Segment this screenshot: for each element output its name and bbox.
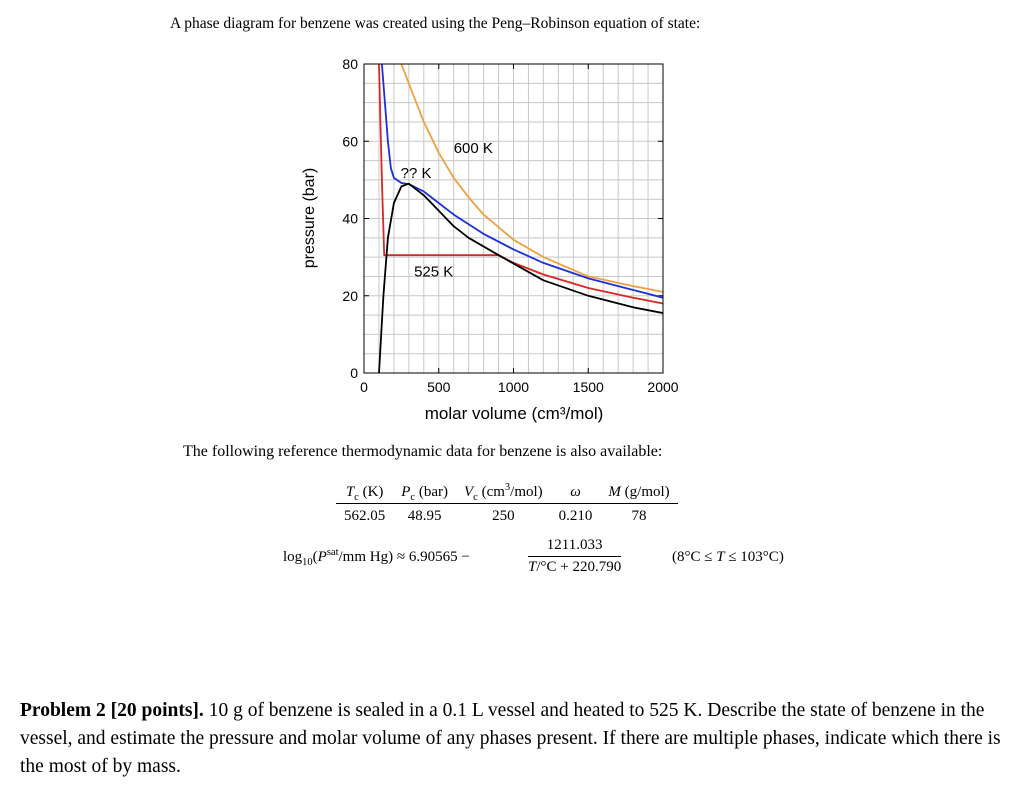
- y-ticks: 0 20 40 60 80: [342, 56, 663, 381]
- antoine-equation-fraction: 1211.033 T/°C + 220.790: [528, 537, 622, 576]
- y-tick-label: 0: [350, 365, 358, 381]
- x-tick-label: 1500: [573, 379, 604, 395]
- problem-text: 10 g of benzene is sealed in a 0.1 L ves…: [20, 700, 1001, 777]
- table-row: 562.05 48.95 250 0.210 78: [336, 504, 678, 526]
- annotation-label: 600 K: [454, 140, 493, 157]
- phase-diagram-chart: 0 20 40 60 80 0 500 1000 1500 2000 600 K ?? K 525 …: [301, 56, 679, 423]
- table-header-row: Tc (K) Pc (bar) Vc (cm3/mol) ω M (g/mol): [336, 482, 678, 504]
- y-tick-label: 40: [342, 211, 358, 227]
- value-pc: 48.95: [407, 508, 442, 524]
- header-pc: Pc (bar): [393, 483, 456, 504]
- x-tick-label: 500: [427, 379, 451, 395]
- reference-intro: The following reference thermodynamic da…: [183, 443, 663, 460]
- header-omega: ω: [550, 483, 601, 504]
- intro-text: A phase diagram for benzene was created …: [170, 15, 701, 32]
- y-axis-label: pressure (bar): [301, 168, 318, 268]
- antoine-equation-lhs: log10(Psat/mm Hg) ≈ 6.90565 −: [283, 547, 470, 568]
- series-line-critical: [381, 64, 663, 299]
- problem-statement: Problem 2 [20 points]. 10 g of benzene i…: [20, 697, 1005, 781]
- chart-annotations: 600 K ?? K 525 K: [401, 140, 493, 281]
- antoine-equation-range: (8°C ≤ T ≤ 103°C): [672, 549, 784, 565]
- annotation-label: 525 K: [414, 263, 453, 280]
- x-ticks: 0 500 1000 1500 2000: [360, 64, 679, 395]
- value-omega: 0.210: [558, 508, 593, 524]
- chart-series: [378, 64, 663, 373]
- header-tc: Tc (K): [336, 483, 394, 504]
- x-tick-label: 1000: [498, 379, 529, 395]
- y-tick-label: 80: [342, 56, 358, 72]
- fraction-denominator: T/°C + 220.790: [528, 559, 622, 575]
- problem-label: Problem 2 [20 points].: [20, 700, 204, 721]
- series-line-dome: [378, 182, 663, 373]
- series-line-600K: [400, 64, 663, 293]
- y-tick-label: 60: [342, 133, 358, 149]
- value-tc: 562.05: [344, 508, 386, 524]
- x-tick-label: 0: [360, 379, 368, 395]
- header-molar-mass: M (g/mol): [600, 483, 678, 504]
- x-tick-label: 2000: [647, 379, 678, 395]
- reference-table: Tc (K) Pc (bar) Vc (cm3/mol) ω M (g/mol)…: [336, 482, 678, 526]
- annotation-label: ?? K: [401, 165, 432, 182]
- value-vc: 250: [492, 508, 515, 524]
- plot-frame: [363, 63, 664, 374]
- fraction-numerator: 1211.033: [528, 537, 622, 557]
- x-axis-label: molar volume (cm³/mol): [425, 404, 604, 423]
- header-vc: Vc (cm3/mol): [456, 482, 551, 504]
- y-tick-label: 20: [342, 288, 358, 304]
- chart-grid: [364, 64, 663, 373]
- value-molar-mass: 78: [631, 508, 647, 524]
